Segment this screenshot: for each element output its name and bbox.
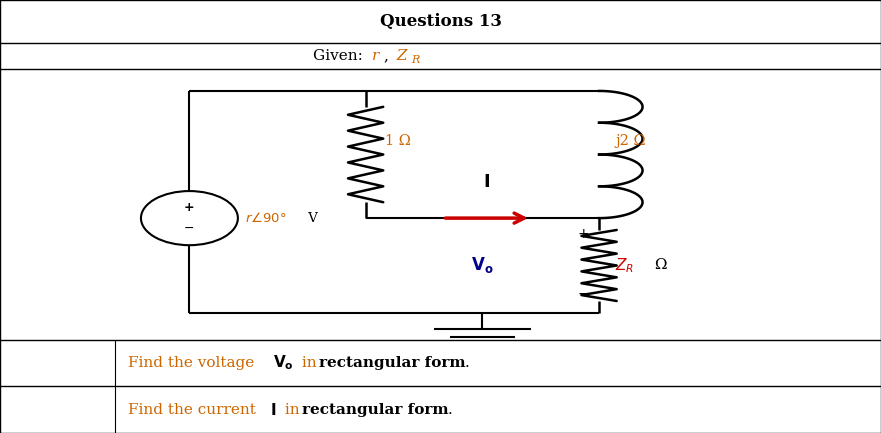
Text: rectangular form: rectangular form — [319, 356, 465, 370]
Text: r: r — [372, 49, 379, 63]
Text: Z: Z — [392, 49, 408, 63]
Text: .: . — [464, 356, 469, 370]
Text: Questions 13: Questions 13 — [380, 13, 501, 30]
Text: $r\angle90°$: $r\angle90°$ — [245, 211, 286, 225]
Text: $Z_R$: $Z_R$ — [615, 256, 634, 275]
Text: +: + — [184, 201, 195, 214]
Text: in: in — [280, 403, 305, 417]
Text: .: . — [448, 403, 452, 417]
Text: Find the current: Find the current — [128, 403, 261, 417]
Text: j2 Ω: j2 Ω — [615, 134, 646, 148]
Text: Ω: Ω — [650, 259, 668, 272]
Text: $\mathbf{V_o}$: $\mathbf{V_o}$ — [470, 255, 493, 275]
Text: V: V — [304, 212, 318, 225]
Text: $\mathbf{V_o}$: $\mathbf{V_o}$ — [273, 354, 294, 372]
Text: 1 Ω: 1 Ω — [385, 134, 411, 148]
Text: $\mathbf{I}$: $\mathbf{I}$ — [484, 173, 490, 191]
Text: −: − — [577, 287, 589, 301]
Text: R: R — [411, 55, 420, 65]
Text: ,: , — [383, 49, 389, 63]
Text: −: − — [184, 222, 195, 235]
Text: Find the voltage: Find the voltage — [128, 356, 259, 370]
Text: Given:: Given: — [313, 49, 367, 63]
Text: $\mathbf{I}$: $\mathbf{I}$ — [270, 402, 276, 417]
Text: in: in — [297, 356, 322, 370]
Text: +: + — [577, 227, 589, 241]
Text: rectangular form: rectangular form — [302, 403, 448, 417]
